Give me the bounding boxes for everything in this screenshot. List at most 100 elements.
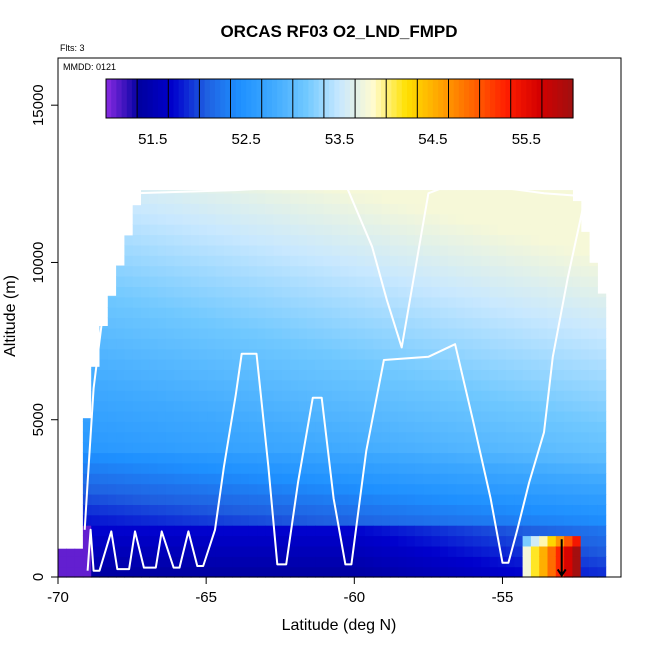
heatmap-cell [389, 276, 399, 287]
heatmap-cell [381, 359, 391, 370]
heatmap-cell [290, 566, 300, 578]
heatmap-cell [331, 379, 341, 391]
heatmap-cell [431, 190, 441, 194]
heatmap-cell [356, 566, 366, 578]
heatmap-cell [66, 556, 76, 568]
heatmap-cell [448, 473, 457, 485]
heatmap-cell [306, 431, 316, 443]
heatmap-cell [423, 535, 432, 547]
heatmap-cell [99, 410, 109, 422]
heatmap-cell [273, 556, 283, 568]
heatmap-cell [414, 286, 424, 298]
heatmap-cell [572, 286, 582, 298]
heatmap-cell [157, 348, 167, 360]
heatmap-cell [381, 234, 391, 246]
heatmap-cell [273, 255, 283, 267]
heatmap-cell [340, 504, 349, 516]
heatmap-cell [240, 421, 250, 433]
heatmap-cell [580, 431, 590, 443]
heatmap-cell [223, 369, 233, 381]
heatmap-cell [431, 286, 441, 298]
heatmap-cell [464, 265, 474, 277]
heatmap-cell [190, 286, 200, 298]
heatmap-cell [348, 494, 358, 505]
heatmap-cell [182, 369, 192, 381]
heatmap-cell [348, 504, 358, 516]
heatmap-cell [257, 369, 266, 381]
heatmap-cell [522, 369, 532, 381]
heatmap-cell [464, 483, 474, 495]
heatmap-cell [589, 379, 598, 391]
heatmap-cell [223, 317, 233, 329]
heatmap-cell [340, 213, 349, 225]
heatmap-cell [240, 192, 250, 204]
heatmap-cell [273, 296, 283, 308]
heatmap-cell [572, 203, 582, 215]
heatmap-cell [481, 234, 490, 246]
heatmap-cell [398, 307, 408, 319]
heatmap-cell [190, 431, 200, 443]
heatmap-cell [497, 431, 507, 443]
heatmap-cell [439, 244, 449, 256]
heatmap-cell [539, 234, 549, 246]
colorbar-swatch [412, 79, 418, 118]
heatmap-cell [348, 390, 358, 402]
heatmap-cell [157, 296, 167, 308]
colorbar-swatch [484, 79, 491, 118]
colorbar-swatch [349, 79, 356, 118]
heatmap-cell [182, 379, 192, 391]
heatmap-cell [564, 400, 573, 412]
heatmap-cell [223, 190, 233, 194]
heatmap-cell [381, 244, 391, 256]
y-tick-label: 5000 [30, 403, 47, 436]
heatmap-cell [530, 473, 540, 485]
heatmap-cell [472, 327, 482, 339]
heatmap-cell [282, 286, 291, 298]
heatmap-cell [257, 203, 266, 215]
heatmap-cell [572, 535, 582, 547]
heatmap-cell [514, 504, 524, 516]
heatmap-cell [331, 545, 341, 557]
heatmap-cell [448, 390, 457, 402]
heatmap-cell [572, 483, 582, 495]
heatmap-cell [132, 566, 142, 578]
heatmap-cell [132, 348, 142, 360]
heatmap-cell [232, 442, 242, 454]
heatmap-cell [290, 296, 300, 308]
heatmap-cell [298, 234, 308, 246]
heatmap-cell [589, 286, 598, 298]
heatmap-cell [481, 535, 490, 547]
heatmap-cell [348, 410, 358, 422]
heatmap-cell [207, 390, 217, 402]
heatmap-cell [215, 514, 225, 526]
heatmap-cell [223, 255, 233, 267]
heatmap-cell [448, 244, 457, 256]
heatmap-cell [91, 514, 101, 526]
heatmap-cell [248, 535, 258, 547]
heatmap-cell [448, 265, 457, 277]
heatmap-cell [323, 483, 333, 495]
heatmap-cell [315, 190, 325, 194]
heatmap-cell [282, 369, 291, 381]
heatmap-cell [580, 452, 590, 464]
heatmap-cell [348, 431, 358, 443]
heatmap-cell [207, 400, 217, 412]
heatmap-cell [223, 525, 233, 537]
heatmap-cell [514, 317, 524, 329]
heatmap-cell [539, 317, 549, 329]
heatmap-cell [215, 421, 225, 433]
heatmap-cell [589, 535, 598, 547]
heatmap-cell [141, 203, 150, 215]
heatmap-cell [315, 296, 325, 308]
heatmap-cell [431, 442, 441, 454]
heatmap-cell [215, 390, 225, 402]
heatmap-cell [282, 473, 291, 485]
heatmap-cell [190, 327, 200, 339]
heatmap-cell [99, 535, 109, 547]
heatmap-cell [174, 473, 184, 485]
heatmap-cell [315, 483, 325, 495]
heatmap-cell [572, 255, 582, 267]
heatmap-cell [373, 348, 383, 360]
heatmap-cell [199, 410, 208, 422]
heatmap-cell [282, 504, 291, 516]
